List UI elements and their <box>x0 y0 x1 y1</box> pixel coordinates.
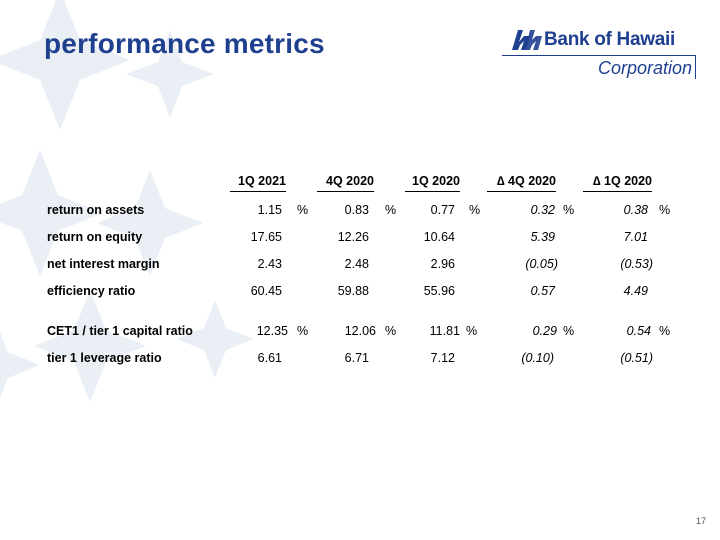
row-label: tier 1 leverage ratio <box>47 351 162 365</box>
background-star-pattern <box>0 0 254 402</box>
percent-sign: % <box>469 203 481 217</box>
row-label: CET1 / tier 1 capital ratio <box>47 324 193 338</box>
column-header: 1Q 2021 <box>238 174 286 188</box>
percent-sign: % <box>659 324 671 338</box>
cell-value: 0.38 <box>623 203 648 217</box>
row-label: return on equity <box>47 230 143 244</box>
header-underline <box>487 191 556 192</box>
column-header: 4Q 2020 <box>326 174 374 188</box>
boh-logo-icon <box>512 30 542 50</box>
cell-value: (0.05) <box>525 257 558 271</box>
cell-value: 0.57 <box>530 284 555 298</box>
row-label: net interest margin <box>47 257 160 271</box>
cell-value: 0.83 <box>344 203 369 217</box>
column-header: ∆ 4Q 2020 <box>496 174 556 188</box>
cell-value: 0.29 <box>532 324 557 338</box>
header-underline <box>583 191 652 192</box>
cell-value: 60.45 <box>250 284 282 298</box>
cell-value: 55.96 <box>423 284 455 298</box>
cell-value: 4.49 <box>623 284 648 298</box>
percent-sign: % <box>563 324 575 338</box>
cell-value: 0.32 <box>530 203 555 217</box>
column-header: 1Q 2020 <box>412 174 460 188</box>
cell-value: 12.35 <box>256 324 288 338</box>
logo-name: Bank of Hawaii <box>544 29 675 50</box>
cell-value: 6.61 <box>257 351 282 365</box>
header-underline <box>317 191 374 192</box>
cell-value: 59.88 <box>337 284 369 298</box>
percent-sign: % <box>385 203 397 217</box>
cell-value: 7.01 <box>623 230 648 244</box>
page-number: 17 <box>695 516 706 526</box>
percent-sign: % <box>466 324 478 338</box>
row-label: efficiency ratio <box>47 284 136 298</box>
logo-rule <box>502 55 695 56</box>
header-underline <box>405 191 460 192</box>
cell-value: 1.15 <box>257 203 282 217</box>
cell-value: 7.12 <box>430 351 455 365</box>
percent-sign: % <box>297 203 309 217</box>
cell-value: 6.71 <box>344 351 369 365</box>
cell-value: 2.48 <box>344 257 369 271</box>
cell-value: 12.26 <box>337 230 369 244</box>
percent-sign: % <box>659 203 671 217</box>
logo-subtitle: Corporation <box>598 58 693 78</box>
cell-value: 17.65 <box>250 230 282 244</box>
percent-sign: % <box>385 324 397 338</box>
cell-value: (0.10) <box>521 351 554 365</box>
page-title: performance metrics <box>44 28 325 59</box>
cell-value: 10.64 <box>423 230 455 244</box>
cell-value: 11.81 <box>429 324 460 338</box>
cell-value: 2.43 <box>257 257 282 271</box>
company-logo: Bank of Hawaii Corporation <box>502 28 700 82</box>
cell-value: 0.77 <box>430 203 455 217</box>
cell-value: 2.96 <box>430 257 455 271</box>
logo-vertical-rule <box>695 55 696 79</box>
percent-sign: % <box>297 324 309 338</box>
cell-value: 5.39 <box>530 230 555 244</box>
percent-sign: % <box>563 203 575 217</box>
cell-value: (0.51) <box>620 351 653 365</box>
cell-value: (0.53) <box>620 257 653 271</box>
header-underline <box>230 191 286 192</box>
cell-value: 12.06 <box>344 324 376 338</box>
cell-value: 0.54 <box>626 324 651 338</box>
row-label: return on assets <box>47 203 145 217</box>
column-header: ∆ 1Q 2020 <box>592 174 652 188</box>
